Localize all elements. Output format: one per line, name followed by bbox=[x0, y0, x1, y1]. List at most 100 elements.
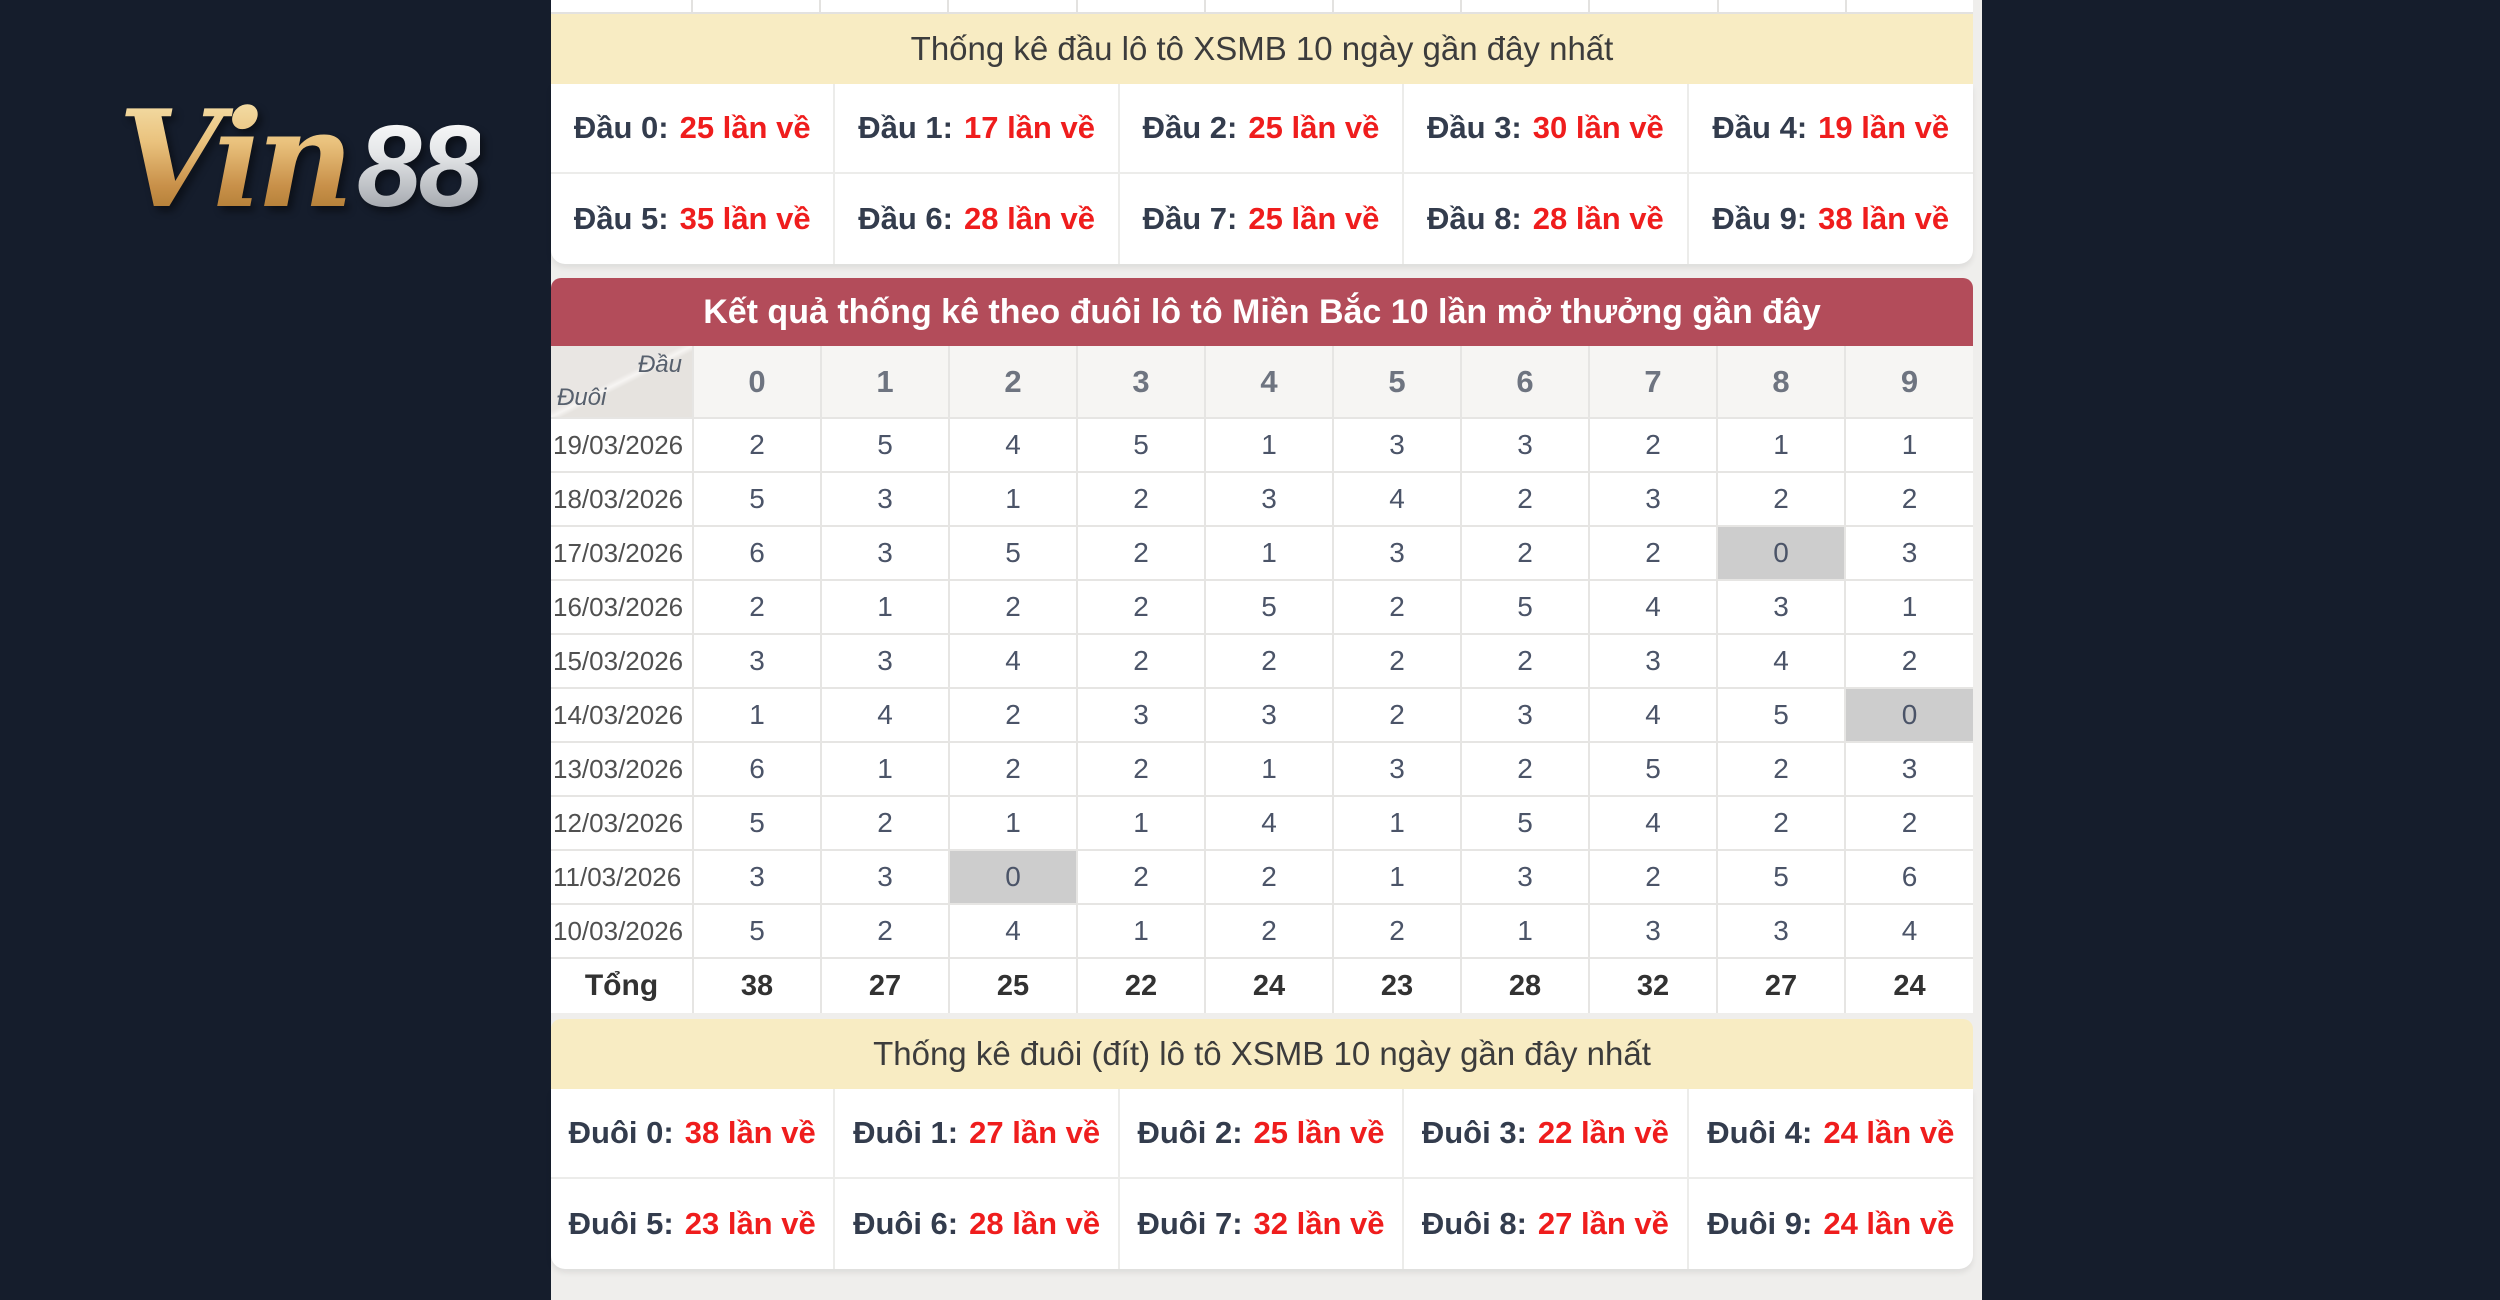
matrix-value-cell: 3 bbox=[1460, 417, 1590, 473]
matrix-col-header: 5 bbox=[1332, 346, 1462, 419]
matrix-value-cell: 3 bbox=[692, 849, 822, 905]
cutoff-cell bbox=[1847, 0, 1973, 12]
matrix-total-cell: 32 bbox=[1588, 957, 1718, 1013]
stat-value: 24 lần về bbox=[1823, 1115, 1955, 1150]
matrix-value-cell: 3 bbox=[1076, 687, 1206, 743]
matrix-value-cell: 5 bbox=[1588, 741, 1718, 797]
matrix-value-cell: 4 bbox=[1588, 579, 1718, 635]
matrix-date-cell: 16/03/2026 bbox=[551, 579, 694, 635]
stat-label: Đuôi 4: bbox=[1707, 1115, 1813, 1150]
matrix-value-cell: 2 bbox=[1204, 903, 1334, 959]
matrix-row: 14/03/2026 1 4 2 3 3 2 3 4 5 0 bbox=[551, 687, 1973, 743]
matrix-value-cell: 3 bbox=[1844, 741, 1973, 797]
matrix-value-cell: 5 bbox=[948, 525, 1078, 581]
stat-value: 28 lần về bbox=[1532, 201, 1664, 236]
stat-value: 17 lần về bbox=[963, 110, 1095, 145]
matrix-col-header: 1 bbox=[820, 346, 950, 419]
matrix-value-cell: 2 bbox=[1076, 525, 1206, 581]
stat-label: Đầu 2: bbox=[1142, 110, 1238, 145]
matrix-value-cell: 3 bbox=[692, 633, 822, 689]
matrix-value-cell: 4 bbox=[1716, 633, 1846, 689]
matrix-value-cell: 3 bbox=[1460, 687, 1590, 743]
matrix-value-cell: 3 bbox=[1204, 687, 1334, 743]
tail-stats-item: Đuôi 8: 27 lần về bbox=[1404, 1179, 1689, 1269]
stat-label: Đuôi 0: bbox=[568, 1115, 674, 1150]
stat-label: Đuôi 7: bbox=[1137, 1206, 1243, 1241]
matrix-value-cell: 2 bbox=[1076, 741, 1206, 797]
matrix-row: 19/03/2026 2 5 4 5 1 3 3 2 1 1 bbox=[551, 417, 1973, 473]
matrix-value-cell: 2 bbox=[948, 579, 1078, 635]
corner-duoi-label: Đuôi bbox=[557, 384, 607, 411]
matrix-value-cell: 1 bbox=[1204, 417, 1334, 473]
matrix-value-cell: 2 bbox=[692, 417, 822, 473]
stat-value: 38 lần về bbox=[1818, 201, 1950, 236]
stat-label: Đầu 7: bbox=[1142, 201, 1238, 236]
matrix-col-header: 7 bbox=[1588, 346, 1718, 419]
tail-stats-item: Đuôi 7: 32 lần về bbox=[1120, 1179, 1405, 1269]
matrix-row: 10/03/2026 5 2 4 1 2 2 1 3 3 4 bbox=[551, 903, 1973, 959]
stat-label: Đuôi 1: bbox=[853, 1115, 959, 1150]
matrix-col-header: 3 bbox=[1076, 346, 1206, 419]
matrix-value-cell: 3 bbox=[1844, 525, 1973, 581]
matrix-date-cell: 19/03/2026 bbox=[551, 417, 694, 473]
matrix-value-cell: 0 bbox=[1844, 687, 1973, 743]
stat-label: Đầu 6: bbox=[858, 201, 953, 236]
stat-value: 25 lần về bbox=[1248, 201, 1380, 236]
stat-value: 25 lần về bbox=[1248, 110, 1380, 145]
matrix-value-cell: 2 bbox=[1204, 849, 1334, 905]
head-stats-item: Đầu 3: 30 lần về bbox=[1404, 84, 1689, 174]
matrix-value-cell: 5 bbox=[1204, 579, 1334, 635]
matrix-row: 17/03/2026 6 3 5 2 1 3 2 2 0 3 bbox=[551, 525, 1973, 581]
matrix-value-cell: 2 bbox=[820, 903, 950, 959]
matrix-col-header: 0 bbox=[692, 346, 822, 419]
tail-stats-grid: Đuôi 0: 38 lần về Đuôi 1: 27 lần về Đuôi 2: 2… bbox=[551, 1089, 1973, 1269]
vin88-logo[interactable]: Vin 88 bbox=[118, 92, 483, 226]
matrix-value-cell: 1 bbox=[692, 687, 822, 743]
statistics-panel: Thống kê đầu lô tô XSMB 10 ngày gần đây … bbox=[551, 0, 1982, 1300]
matrix-value-cell: 4 bbox=[948, 903, 1078, 959]
matrix-value-cell: 3 bbox=[1588, 633, 1718, 689]
matrix-value-cell: 3 bbox=[1588, 903, 1718, 959]
stat-label: Đuôi 2: bbox=[1137, 1115, 1243, 1150]
matrix-total-cell: 24 bbox=[1844, 957, 1973, 1013]
matrix-value-cell: 2 bbox=[1460, 525, 1590, 581]
matrix-row: 16/03/2026 2 1 2 2 5 2 5 4 3 1 bbox=[551, 579, 1973, 635]
head-stats-grid: Đầu 0: 25 lần về Đầu 1: 17 lần về Đầu 2: 25 l… bbox=[551, 84, 1973, 264]
matrix-value-cell: 3 bbox=[1332, 417, 1462, 473]
matrix-date-cell: 13/03/2026 bbox=[551, 741, 694, 797]
matrix-value-cell: 2 bbox=[1588, 525, 1718, 581]
matrix-value-cell: 4 bbox=[1844, 903, 1973, 959]
matrix-date-cell: 14/03/2026 bbox=[551, 687, 694, 743]
stat-value: 35 lần về bbox=[679, 201, 811, 236]
stat-label: Đuôi 9: bbox=[1707, 1206, 1813, 1241]
matrix-value-cell: 2 bbox=[1204, 633, 1334, 689]
tail-stats-item: Đuôi 5: 23 lần về bbox=[551, 1179, 836, 1269]
stat-value: 27 lần về bbox=[969, 1115, 1101, 1150]
total-label: Tổng bbox=[551, 957, 694, 1013]
stat-label: Đầu 3: bbox=[1427, 110, 1522, 145]
matrix-value-cell: 2 bbox=[1076, 849, 1206, 905]
matrix-value-cell: 2 bbox=[1716, 471, 1846, 527]
matrix-total-cell: 24 bbox=[1204, 957, 1334, 1013]
stat-value: 32 lần về bbox=[1253, 1206, 1385, 1241]
stat-value: 28 lần về bbox=[969, 1206, 1101, 1241]
tail-stats-item: Đuôi 3: 22 lần về bbox=[1404, 1089, 1689, 1179]
corner-dau-label: Đầu bbox=[637, 351, 682, 378]
matrix-value-cell: 2 bbox=[1588, 849, 1718, 905]
stat-label: Đầu 1: bbox=[858, 110, 953, 145]
head-stats-item: Đầu 6: 28 lần về bbox=[835, 174, 1120, 264]
matrix-date-cell: 18/03/2026 bbox=[551, 471, 694, 527]
tail-stats-item: Đuôi 0: 38 lần về bbox=[551, 1089, 836, 1179]
matrix-value-cell: 2 bbox=[948, 687, 1078, 743]
tail-stats-item: Đuôi 1: 27 lần về bbox=[835, 1089, 1120, 1179]
matrix-value-cell: 2 bbox=[1460, 741, 1590, 797]
head-stats-item: Đầu 5: 35 lần về bbox=[551, 174, 836, 264]
tail-stats-item: Đuôi 9: 24 lần về bbox=[1689, 1179, 1973, 1269]
stat-label: Đuôi 3: bbox=[1421, 1115, 1527, 1150]
matrix-value-cell: 2 bbox=[948, 741, 1078, 797]
matrix-body: 19/03/2026 2 5 4 5 1 3 3 2 1 1 18/03/2026 5 3 1 2 3 4 2 3 2 2… bbox=[551, 417, 1973, 1013]
head-stats-item: Đầu 1: 17 lần về bbox=[835, 84, 1120, 174]
head-stats-item: Đầu 7: 25 lần về bbox=[1120, 174, 1405, 264]
